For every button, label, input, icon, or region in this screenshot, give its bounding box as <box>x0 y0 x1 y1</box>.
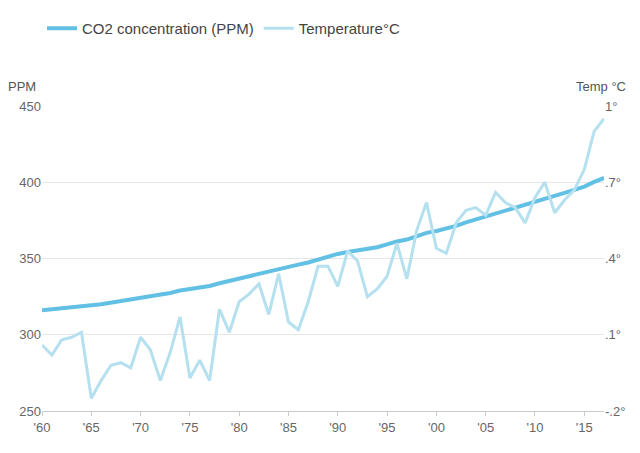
svg-text:350: 350 <box>19 251 41 266</box>
svg-text:'60: '60 <box>34 420 51 435</box>
svg-text:'70: '70 <box>132 420 149 435</box>
svg-text:300: 300 <box>19 327 41 342</box>
svg-text:.1°: .1° <box>605 327 621 342</box>
svg-text:-.2°: -.2° <box>605 404 625 419</box>
svg-text:450: 450 <box>19 99 41 114</box>
svg-text:250: 250 <box>19 404 41 419</box>
svg-text:'10: '10 <box>527 420 544 435</box>
svg-text:'90: '90 <box>329 420 346 435</box>
svg-text:CO2 concentration (PPM): CO2 concentration (PPM) <box>82 20 254 37</box>
svg-text:.4°: .4° <box>605 251 621 266</box>
svg-text:Temperature°C: Temperature°C <box>299 20 400 37</box>
svg-text:'75: '75 <box>181 420 198 435</box>
svg-text:'00: '00 <box>428 420 445 435</box>
svg-text:PPM: PPM <box>8 79 36 94</box>
svg-text:400: 400 <box>19 175 41 190</box>
svg-text:1°: 1° <box>605 99 617 114</box>
svg-text:Temp °C: Temp °C <box>576 79 626 94</box>
svg-text:.7°: .7° <box>605 175 621 190</box>
svg-text:'15: '15 <box>576 420 593 435</box>
svg-text:'05: '05 <box>477 420 494 435</box>
svg-text:'65: '65 <box>83 420 100 435</box>
svg-text:'80: '80 <box>231 420 248 435</box>
svg-text:'95: '95 <box>379 420 396 435</box>
svg-text:'85: '85 <box>280 420 297 435</box>
